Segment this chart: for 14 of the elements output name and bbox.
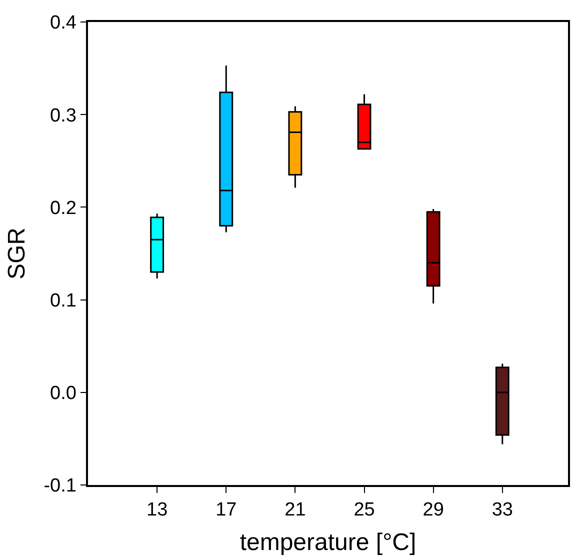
x-tick-label: 21 — [284, 500, 306, 521]
y-tick-label: 0.3 — [50, 105, 76, 126]
x-tick-label: 17 — [216, 500, 237, 521]
y-tick-label: 0.1 — [50, 290, 76, 312]
y-tick-label: 0.2 — [50, 198, 76, 219]
y-tick-label: 0.4 — [50, 12, 77, 34]
x-tick-label: 29 — [422, 500, 444, 521]
y-tick-label: 0.0 — [50, 383, 76, 404]
x-tick-label: 25 — [354, 500, 375, 521]
x-tick-label: 33 — [492, 500, 513, 521]
y-axis-title: SGR — [3, 227, 30, 280]
x-axis-title: temperature [°C] — [240, 529, 416, 556]
y-tick-label: -0.1 — [44, 476, 76, 497]
x-tick-label: 13 — [146, 500, 168, 521]
